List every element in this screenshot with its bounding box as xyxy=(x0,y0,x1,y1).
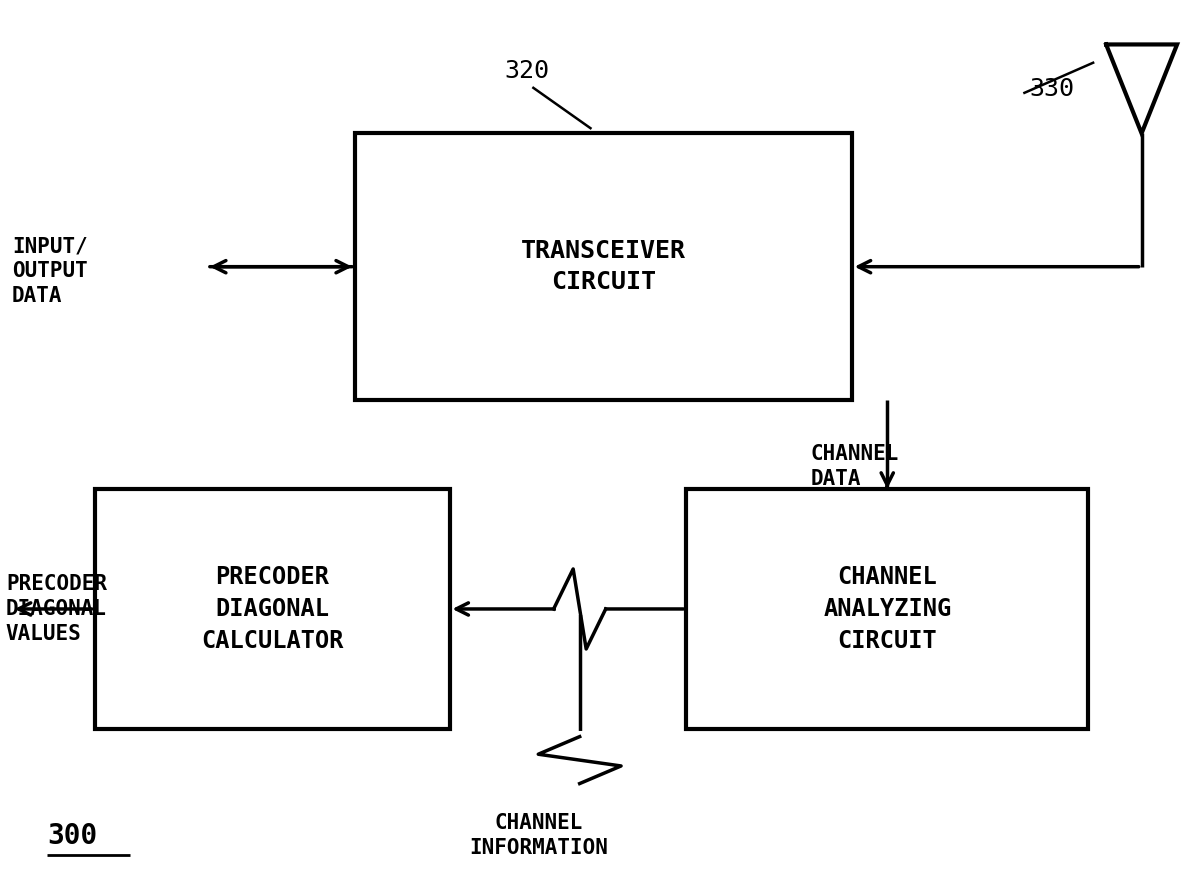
Text: PRECODER
DIAGONAL
VALUES: PRECODER DIAGONAL VALUES xyxy=(6,574,106,644)
Text: 300: 300 xyxy=(47,821,97,850)
Text: 320: 320 xyxy=(504,60,549,83)
Text: CHANNEL
ANALYZING
CIRCUIT: CHANNEL ANALYZING CIRCUIT xyxy=(823,565,951,653)
Bar xyxy=(686,489,1088,729)
Text: TRANSCEIVER
CIRCUIT: TRANSCEIVER CIRCUIT xyxy=(521,239,686,294)
Bar xyxy=(95,489,450,729)
Bar xyxy=(355,133,852,400)
Text: CHANNEL
INFORMATION: CHANNEL INFORMATION xyxy=(468,813,608,858)
Text: PRECODER
DIAGONAL
CALCULATOR: PRECODER DIAGONAL CALCULATOR xyxy=(201,565,343,653)
Text: INPUT/
OUTPUT
DATA: INPUT/ OUTPUT DATA xyxy=(12,236,88,306)
Text: CHANNEL
DATA: CHANNEL DATA xyxy=(810,444,899,489)
Text: 330: 330 xyxy=(1029,77,1074,100)
